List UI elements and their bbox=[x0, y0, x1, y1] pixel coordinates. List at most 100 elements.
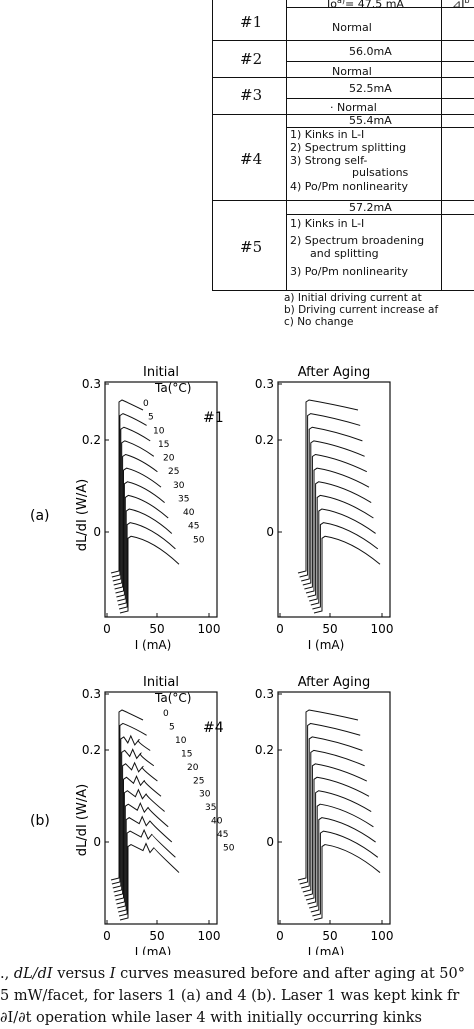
dldi-curve bbox=[313, 535, 381, 614]
dldi-curve bbox=[299, 722, 361, 885]
row-4-line-5: 4) Po/Pm nonlinearity bbox=[290, 180, 408, 193]
xlabel: I (mA) bbox=[135, 638, 172, 652]
xtick-label: 0 bbox=[276, 622, 284, 636]
row-5-line-3: and splitting bbox=[310, 247, 379, 260]
sample-label: #4 bbox=[203, 720, 224, 736]
note-c: c) No change bbox=[284, 316, 354, 328]
row-label-3: #3 bbox=[240, 86, 263, 104]
figure: (a) (b) dL/dI (W/A) dL/dI (W/A) Initial 0… bbox=[30, 365, 394, 955]
figure-caption: ., dL/dI versus I curves measured before… bbox=[0, 963, 474, 1029]
row-5-line-4: 3) Po/Pm nonlinearity bbox=[290, 265, 408, 278]
xtick-label: 100 bbox=[371, 929, 394, 943]
row-3-line: · Normal bbox=[330, 101, 377, 114]
row-2-current: 56.0mA bbox=[349, 45, 392, 58]
row-5-line-2: 2) Spectrum broadening bbox=[290, 234, 425, 247]
ytick-label: 0.3 bbox=[82, 377, 101, 391]
xtick-label: 50 bbox=[322, 622, 337, 636]
dldi-curve bbox=[114, 453, 158, 590]
row-4-line-1: 1) Kinks in L-I bbox=[290, 128, 365, 141]
dldi-curve bbox=[118, 508, 173, 606]
header-io: Ioa)= 47.5 mA bbox=[327, 0, 404, 11]
dldi-curve bbox=[111, 413, 147, 578]
ytick-label: 0.3 bbox=[82, 687, 101, 701]
table-notes: a) Initial driving current at b) Driving… bbox=[284, 292, 438, 328]
dldi-curve bbox=[116, 788, 165, 905]
dldi-curve bbox=[305, 776, 370, 901]
temp-header: Ta(°C) bbox=[154, 691, 191, 705]
row-2-line: Normal bbox=[332, 65, 372, 78]
dldi-curve bbox=[307, 790, 372, 905]
panel-b-after-aging: After Aging 0.3 0.2 0 0 50 100 I (mA) bbox=[255, 675, 394, 955]
temp-label: 50 bbox=[193, 535, 205, 545]
temp-label: 0 bbox=[143, 399, 149, 409]
dldi-curve bbox=[313, 844, 381, 921]
note-b: b) Driving current increase af bbox=[284, 304, 439, 316]
sample-label: #1 bbox=[203, 410, 224, 426]
dldi-curve bbox=[119, 842, 180, 921]
xtick-label: 0 bbox=[103, 622, 111, 636]
ytick-label: 0 bbox=[93, 835, 101, 849]
temp-label: 50 bbox=[223, 844, 235, 854]
ytick-label: 0.3 bbox=[255, 377, 274, 391]
panel-title: After Aging bbox=[298, 365, 371, 380]
panel-title: Initial bbox=[143, 675, 179, 690]
xtick-label: 50 bbox=[149, 929, 164, 943]
temp-label: 15 bbox=[158, 440, 169, 450]
header-delta-i: ⊿Ib bbox=[452, 0, 470, 11]
temp-label: 5 bbox=[169, 722, 175, 732]
temp-label: 25 bbox=[168, 467, 179, 477]
dldi-curve bbox=[302, 749, 365, 893]
results-table: Ioa)= 47.5 mA ⊿Ib #1 Normal #2 56.0mA No… bbox=[212, 0, 474, 291]
dldi-curve bbox=[309, 803, 374, 909]
xtick-label: 100 bbox=[371, 622, 394, 636]
plot-frame bbox=[104, 381, 218, 618]
row-4-line-3: 3) Strong self- bbox=[290, 154, 368, 167]
dldi-curve bbox=[119, 535, 180, 614]
dldi-curve bbox=[110, 399, 144, 574]
plot-frame bbox=[104, 691, 218, 925]
row-label-1: #1 bbox=[240, 13, 263, 31]
dldi-curve bbox=[304, 453, 368, 590]
dldi-curve bbox=[117, 494, 169, 602]
ytick-label: 0.2 bbox=[255, 433, 274, 447]
dldi-curve bbox=[111, 722, 147, 885]
dldi-curve bbox=[114, 761, 158, 897]
dldi-curve bbox=[113, 748, 155, 893]
dldi-curve bbox=[301, 426, 363, 582]
dldi-curve bbox=[312, 522, 379, 610]
dldi-curve bbox=[305, 467, 370, 594]
dldi-curve bbox=[312, 830, 379, 917]
row-5-line-1: 1) Kinks in L-I bbox=[290, 217, 365, 230]
temp-label: 0 bbox=[163, 709, 169, 719]
plot-frame bbox=[277, 691, 391, 925]
xtick-label: 50 bbox=[149, 622, 164, 636]
dldi-curve bbox=[297, 709, 359, 881]
dldi-curve bbox=[302, 440, 365, 586]
dldi-curve bbox=[301, 736, 363, 889]
ytick-label: 0.2 bbox=[82, 743, 101, 757]
row-3-current: 52.5mA bbox=[349, 82, 392, 95]
temp-label: 20 bbox=[163, 454, 175, 464]
dldi-curve bbox=[299, 413, 361, 578]
dldi-curve bbox=[115, 775, 162, 901]
dldi-curve bbox=[304, 763, 368, 897]
caption-line-3: ∂I/∂t operation while laser 4 with initi… bbox=[0, 1010, 422, 1026]
dldi-curve bbox=[310, 817, 376, 913]
temp-label: 45 bbox=[217, 830, 228, 840]
dldi-curve bbox=[310, 508, 376, 606]
temp-label: 40 bbox=[183, 508, 195, 518]
xlabel: I (mA) bbox=[308, 638, 345, 652]
dldi-curve bbox=[118, 828, 176, 917]
row-label-4: #4 bbox=[240, 150, 263, 168]
dldi-curve bbox=[117, 801, 169, 909]
ytick-label: 0.3 bbox=[255, 687, 274, 701]
temp-label: 20 bbox=[187, 763, 199, 773]
ylabel-a: dL/dI (W/A) bbox=[75, 479, 90, 551]
caption-line-1: ., dL/dI versus I curves measured before… bbox=[0, 966, 466, 982]
ytick-label: 0 bbox=[266, 525, 274, 539]
figure-label-b: (b) bbox=[30, 813, 50, 829]
row-4-current: 55.4mA bbox=[349, 114, 392, 127]
temp-header: Ta(°C) bbox=[154, 381, 191, 395]
dldi-curve bbox=[115, 467, 162, 594]
dldi-curve bbox=[112, 734, 151, 889]
